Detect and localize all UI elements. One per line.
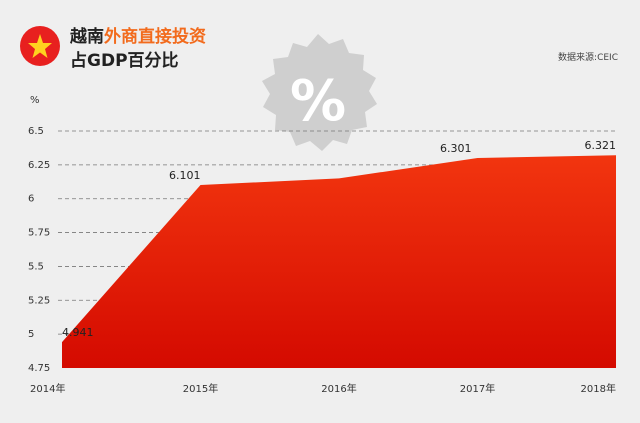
y-tick-label: 5 (28, 329, 34, 340)
y-tick-label: 5.5 (28, 261, 44, 272)
source-note: 数据来源:CEIC (558, 53, 618, 63)
y-tick-label: 6 (28, 194, 34, 205)
chart-header: 越南外商直接投资 占GDP百分比 数据来源:CEIC (0, 0, 640, 80)
x-tick-label: 2014年 (30, 382, 65, 395)
y-tick-label: 6.5 (28, 126, 44, 137)
data-label: 6.301 (440, 142, 472, 155)
y-axis-unit: % (30, 95, 40, 106)
title-accent: 外商直接投资 (104, 27, 206, 47)
data-label: 4.941 (62, 326, 94, 339)
badge-seal-shape (262, 34, 377, 151)
title-country: 越南 (70, 27, 104, 47)
y-axis-ticks: 4.75 5 5.25 5.5 5.75 6 6.25 6.5 (28, 126, 50, 374)
chart-subtitle: 占GDP百分比 (70, 51, 179, 71)
percent-badge-icon: % (262, 34, 377, 151)
x-tick-label: 2016年 (321, 382, 356, 395)
y-tick-label: 5.75 (28, 228, 50, 239)
y-tick-label: 5.25 (28, 295, 50, 306)
vietnam-flag-icon (20, 26, 60, 66)
data-labels: 4.941 6.101 6.301 6.321 (62, 139, 616, 339)
y-tick-label: 6.25 (28, 160, 50, 171)
y-tick-label: 4.75 (28, 363, 50, 374)
badge-percent-symbol: % (290, 69, 346, 134)
data-label: 6.321 (585, 139, 617, 152)
x-tick-label: 2018年 (581, 382, 616, 395)
x-tick-label: 2017年 (460, 382, 495, 395)
fdi-area-series (62, 155, 616, 368)
x-axis-ticks: 2014年 2015年 2016年 2017年 2018年 (30, 382, 616, 395)
x-tick-label: 2015年 (183, 382, 218, 395)
chart-title: 越南外商直接投资 (70, 22, 206, 47)
data-label: 6.101 (169, 169, 201, 182)
